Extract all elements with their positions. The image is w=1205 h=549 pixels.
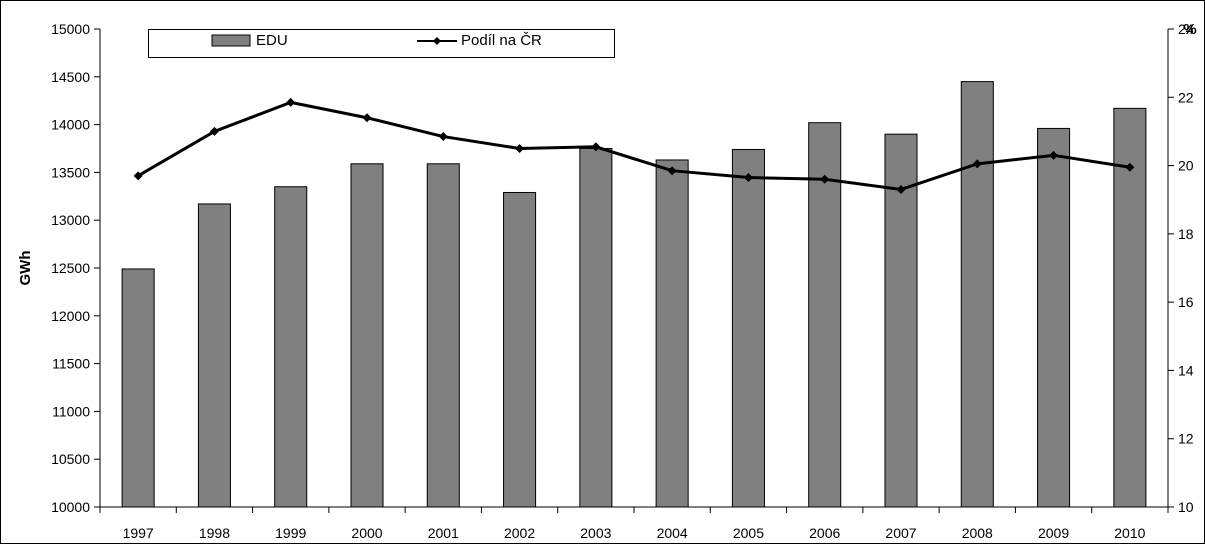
y2-tick-label-22: 22 — [1178, 89, 1194, 105]
share-line — [137, 100, 1131, 191]
y2-tick-label-12: 12 — [1178, 431, 1194, 447]
y-tick-label-14000: 14000 — [51, 117, 90, 133]
share-point-2008 — [972, 159, 982, 169]
bar-2007 — [884, 133, 918, 508]
bar-2006 — [808, 122, 842, 508]
y-tick-label-12000: 12000 — [51, 308, 90, 324]
x-tick-label-2007: 2007 — [885, 525, 916, 541]
bar-1999 — [274, 186, 308, 508]
y-tick-label-14500: 14500 — [51, 69, 90, 85]
x-tick-label-2009: 2009 — [1038, 525, 1069, 541]
bar-2005 — [731, 148, 765, 508]
bar-1998 — [197, 203, 231, 508]
share-point-2006 — [820, 174, 830, 184]
y2-tick-label-18: 18 — [1178, 226, 1194, 242]
y2-tick-label-10: 10 — [1178, 499, 1194, 515]
share-point-2007 — [896, 184, 906, 194]
y2-tick-label-16: 16 — [1178, 294, 1194, 310]
y-tick-label-15000: 15000 — [51, 21, 90, 37]
share-point-1998 — [209, 126, 219, 136]
bar-2000 — [350, 163, 384, 508]
bar-1997 — [121, 268, 155, 508]
y-tick-label-13000: 13000 — [51, 212, 90, 228]
bar-2002 — [503, 191, 537, 508]
x-tick-label-2002: 2002 — [504, 525, 535, 541]
share-point-2000 — [362, 113, 372, 123]
x-tick-label-2000: 2000 — [351, 525, 382, 541]
x-tick-label-2010: 2010 — [1114, 525, 1145, 541]
x-tick-label-2003: 2003 — [580, 525, 611, 541]
y-tick-label-10000: 10000 — [51, 499, 90, 515]
y-axis-title: GWh — [17, 251, 34, 286]
legend: EDU Podíl na ČR — [148, 29, 615, 58]
x-tick-label-1998: 1998 — [199, 525, 230, 541]
y2-tick-label-14: 14 — [1178, 362, 1194, 378]
share-point-1999 — [286, 97, 296, 107]
legend-marker-share — [433, 37, 441, 45]
legend-swatch-edu — [211, 34, 251, 47]
x-tick-label-2005: 2005 — [733, 525, 764, 541]
y-tick-label-10500: 10500 — [51, 451, 90, 467]
y-tick-label-13500: 13500 — [51, 164, 90, 180]
x-tick-label-2001: 2001 — [428, 525, 459, 541]
bar-2003 — [579, 148, 613, 508]
share-point-2002 — [515, 144, 525, 153]
share-point-2009 — [1049, 150, 1059, 160]
bar-2001 — [426, 163, 460, 508]
legend-label-share: Podíl na ČR — [461, 32, 542, 49]
bar-2010 — [1113, 107, 1147, 508]
bar-2009 — [1037, 127, 1071, 508]
x-tick-label-1999: 1999 — [275, 525, 306, 541]
x-tick-label-1997: 1997 — [123, 525, 154, 541]
bar-2008 — [960, 81, 994, 508]
y-tick-label-11500: 11500 — [52, 356, 90, 372]
x-tick-label-2008: 2008 — [962, 525, 993, 541]
share-point-1997 — [133, 171, 143, 181]
share-point-2001 — [438, 132, 448, 142]
y-tick-label-11000: 11000 — [52, 403, 90, 419]
x-tick-label-2004: 2004 — [657, 525, 688, 541]
share-point-2003 — [591, 142, 601, 152]
share-point-2004 — [667, 166, 677, 176]
share-point-2005 — [743, 173, 753, 183]
y2-tick-label-20: 20 — [1178, 158, 1194, 174]
legend-label-edu: EDU — [256, 32, 288, 49]
bar-2004 — [655, 159, 689, 508]
y2-tick-label-24: 24 — [1178, 21, 1194, 37]
x-tick-label-2006: 2006 — [809, 525, 840, 541]
y-tick-label-12500: 12500 — [51, 260, 90, 276]
share-point-2010 — [1125, 162, 1135, 172]
y2-axis-title: % — [1183, 21, 1196, 38]
